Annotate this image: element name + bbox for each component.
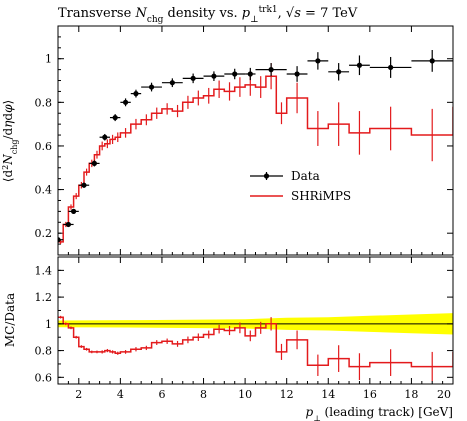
ratio-panel: 0.6 0.8 1 1.2 1.4 2 4 6 8 10 12 14 16 18 20	[35, 257, 454, 401]
data-point	[122, 99, 129, 105]
data-point	[70, 208, 77, 214]
ratio-y-tick-label: 1	[45, 318, 52, 331]
ratio-y-axis-label: MC/Data	[3, 293, 17, 347]
data-point	[315, 58, 321, 64]
data-point	[211, 73, 217, 79]
ratio-frame	[57, 256, 454, 385]
x-axis-label: p⊥ (leading track) [GeV]	[306, 405, 453, 421]
data-point	[388, 64, 394, 71]
x-tick-label: 6	[158, 388, 165, 401]
ratio-plot-area	[58, 313, 453, 382]
data-point	[190, 75, 196, 81]
main-panel: 0.2 0.4 0.6 0.8 1	[35, 26, 454, 255]
shrimps-histogram-line	[58, 75, 453, 243]
x-tick-label: 16	[363, 388, 377, 401]
chart-title: Transverse Nchg density vs. p⊥trk1, √s =…	[58, 5, 358, 25]
main-y-tick-label: 0.2	[35, 227, 53, 240]
x-tick-label: 2	[75, 388, 82, 401]
ratio-y-tick-label: 0.8	[35, 345, 53, 358]
data-point	[232, 71, 238, 77]
data-point	[336, 69, 342, 75]
svg-text:⟨d2Nchg/dηdφ⟩: ⟨d2Nchg/dηdφ⟩	[1, 100, 19, 182]
data-point	[356, 62, 363, 68]
x-tick-label: 14	[321, 388, 335, 401]
main-frame	[57, 25, 454, 256]
data-point	[91, 160, 97, 166]
legend: Data SHRiMPS	[250, 169, 351, 203]
data-point	[133, 91, 139, 97]
x-tick-label: 4	[117, 388, 124, 401]
data-point	[112, 115, 118, 121]
x-tick-label: 8	[200, 388, 207, 401]
data-point	[58, 237, 61, 243]
data-point	[268, 67, 274, 73]
x-tick-label: 20	[437, 388, 451, 401]
main-y-axis-label: ⟨d2Nchg/dηdφ⟩	[1, 100, 19, 182]
legend-data-label: Data	[291, 169, 320, 183]
data-point	[81, 182, 87, 188]
ratio-y-tick-label: 1.4	[35, 264, 53, 277]
main-y-tick-label: 1	[45, 53, 52, 66]
data-point	[148, 84, 155, 90]
data-point	[65, 221, 71, 228]
ratio-y-tick-label: 1.2	[35, 291, 53, 304]
data-point	[429, 58, 435, 64]
data-point	[247, 71, 253, 77]
svg-text:p⊥ (leading track) [GeV]: p⊥ (leading track) [GeV]	[306, 405, 453, 421]
legend-data-marker	[263, 173, 270, 179]
main-y-tick-label: 0.4	[35, 184, 53, 197]
main-y-tick-label: 0.6	[35, 140, 53, 153]
data-point	[102, 134, 108, 140]
main-y-tick-label: 0.8	[35, 96, 53, 109]
main-plot-area	[58, 49, 453, 245]
ratio-histogram-line	[58, 316, 453, 368]
data-point	[169, 80, 175, 86]
x-tick-label: 12	[280, 388, 294, 401]
ratio-y-tick-label: 0.6	[35, 371, 53, 384]
x-tick-label: 18	[404, 388, 418, 401]
legend-shrimps-label: SHRiMPS	[291, 189, 351, 203]
data-point	[294, 71, 300, 77]
x-tick-label: 10	[238, 388, 252, 401]
